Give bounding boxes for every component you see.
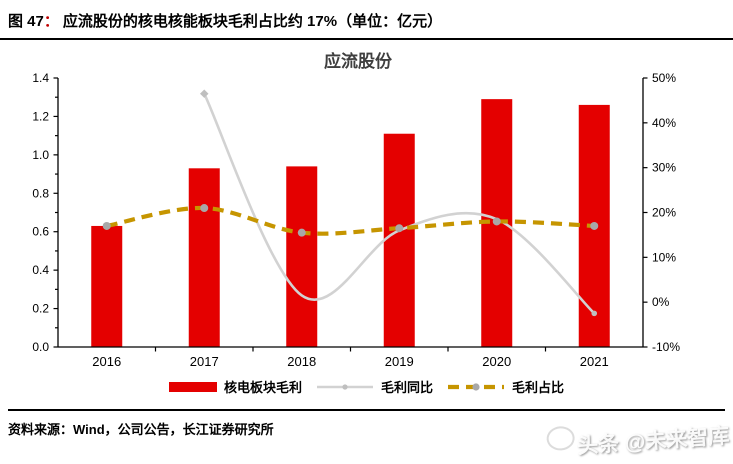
y-right-label: 10% [652,250,676,264]
watermark-text: 头条 @未来智库 [576,424,730,459]
chart-legend: 核电板块毛利 毛利同比 毛利占比 [0,377,733,396]
y-left-label: 0.0 [32,340,49,354]
share-marker-2021 [590,221,599,230]
legend-bar-swatch-icon [168,381,217,392]
share-marker-2017 [200,204,209,213]
yoy-line-end-marker [591,310,598,317]
share-marker-2018 [297,228,306,237]
yoy-line-start-marker [200,89,209,98]
chart-canvas: 应流股份 1.4 1.2 1.0 0.8 0.6 0.4 0.2 0.0 50% 40% 30% 20%… [32,51,680,369]
watermark-logo-icon [545,425,576,452]
figure-caption: 图 47： 应流股份的核电核能板块毛利占比约 17%（单位：亿元） [0,0,733,40]
y-left-label: 1.4 [32,71,49,85]
x-axis-label: 2016 [92,354,121,369]
x-axis-label: 2019 [385,354,414,369]
legend-dashed-line-swatch-icon [448,382,504,391]
y-left-label: 1.0 [32,148,49,162]
share-marker-2020 [492,217,501,226]
divider-line [8,409,725,411]
figure-caption-colon: ： [43,13,59,30]
y-left-label: 0.2 [32,302,49,316]
legend-item: 毛利同比 [316,377,433,396]
share-marker-2016 [102,221,111,230]
bar-2019 [383,133,415,347]
source-note: 资料来源：Wind，公司公告，长江证券研究所 [8,422,274,437]
y-right-label: 50% [652,71,676,85]
legend-item: 毛利占比 [447,377,564,396]
y-right-label: 30% [652,161,676,175]
y-left-label: 0.6 [32,225,49,239]
legend-label: 毛利同比 [380,380,433,395]
bar-2017 [188,168,220,347]
y-left-label: 1.2 [32,109,49,123]
bar-2018 [286,166,318,347]
figure-caption-title: 应流股份的核电核能板块毛利占比约 17%（单位：亿元） [62,13,443,30]
legend-label: 核电板块毛利 [223,380,302,395]
yoy-line [203,93,596,315]
y-right-label: -10% [652,340,680,354]
x-axis-label: 2018 [287,354,316,369]
y-left-label: 0.4 [32,263,49,277]
y-right-label: 40% [652,116,676,130]
x-axis-label: 2021 [580,354,609,369]
x-axis-label: 2020 [482,354,511,369]
y-right-label: 20% [652,206,676,220]
y-left-label: 0.8 [32,186,49,200]
figure-number: 图 47 [8,13,44,30]
legend-label: 毛利占比 [512,380,565,395]
bar-2016 [91,225,123,347]
share-marker-2019 [395,224,404,233]
legend-item: 核电板块毛利 [168,377,302,396]
legend-line-swatch-icon [316,383,373,390]
chart-title: 应流股份 [324,51,393,71]
y-right-label: 0% [652,295,670,309]
watermark: 头条 @未来智库 [545,420,730,463]
x-axis-label: 2017 [190,354,219,369]
share-line [106,205,595,236]
